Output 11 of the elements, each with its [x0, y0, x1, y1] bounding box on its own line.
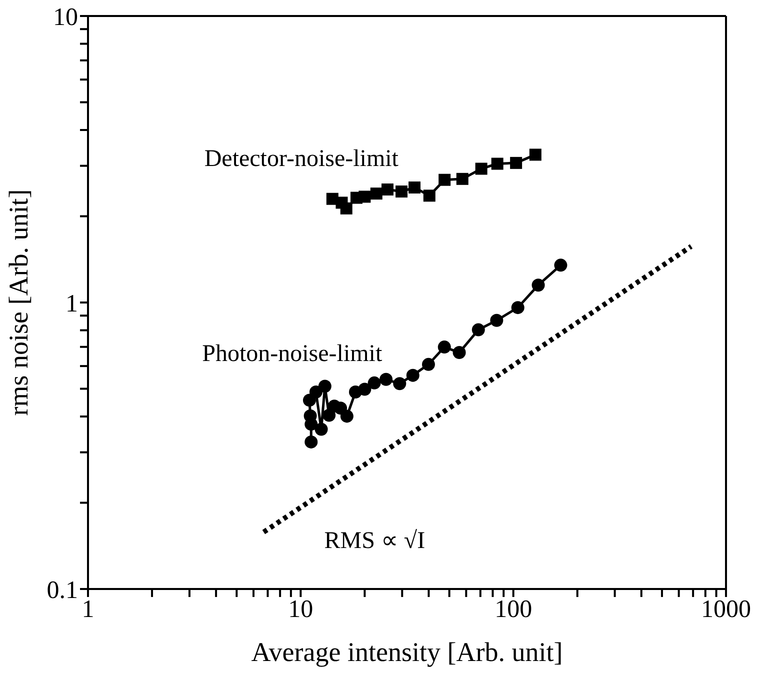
x-tick-label: 100: [494, 596, 532, 623]
x-axis-title: Average intensity [Arb. unit]: [251, 637, 563, 667]
x-tick-label: 1000: [701, 596, 751, 623]
series-label: RMS ∝ √I: [324, 528, 426, 554]
y-axis-title: rms noise [Arb. unit]: [4, 189, 34, 416]
series-label: Photon-noise-limit: [202, 340, 382, 367]
y-tick-label: 10: [53, 4, 78, 31]
y-tick-label: 1: [66, 290, 78, 318]
series-label: Detector-noise-limit: [204, 146, 399, 172]
x-tick-label: 10: [288, 596, 314, 623]
y-tick-label: 0.1: [46, 576, 78, 604]
